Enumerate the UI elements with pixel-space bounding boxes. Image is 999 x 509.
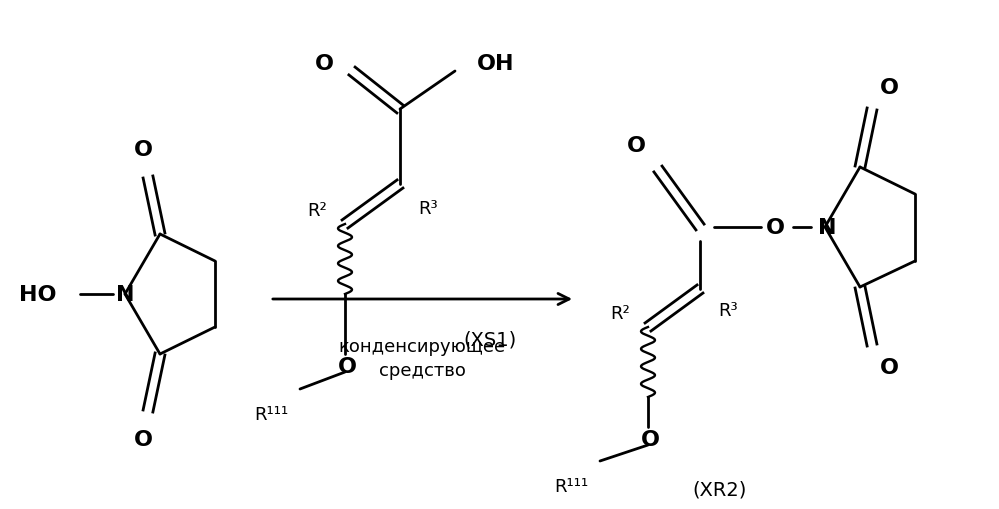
Text: O: O xyxy=(315,54,334,74)
Text: O: O xyxy=(880,357,899,377)
Text: конденсирующее: конденсирующее xyxy=(339,337,505,355)
Text: O: O xyxy=(765,217,784,238)
Text: R³: R³ xyxy=(418,200,438,217)
Text: R³: R³ xyxy=(718,301,737,319)
Text: O: O xyxy=(880,78,899,98)
Text: O: O xyxy=(338,356,357,376)
Text: O: O xyxy=(134,140,153,160)
Text: R²: R² xyxy=(308,202,327,219)
Text: R²: R² xyxy=(610,304,630,322)
Text: OH: OH xyxy=(477,54,514,74)
Text: (XS1): (XS1) xyxy=(464,330,516,349)
Text: R¹¹¹: R¹¹¹ xyxy=(254,405,288,423)
Text: средство: средство xyxy=(379,361,466,379)
Text: O: O xyxy=(627,136,646,156)
Text: O: O xyxy=(640,429,659,449)
Text: N: N xyxy=(116,285,134,304)
Text: N: N xyxy=(818,217,836,238)
Text: (XR2): (XR2) xyxy=(693,479,747,498)
Text: R¹¹¹: R¹¹¹ xyxy=(553,477,588,495)
Text: O: O xyxy=(134,429,153,449)
Text: HO: HO xyxy=(19,285,57,304)
